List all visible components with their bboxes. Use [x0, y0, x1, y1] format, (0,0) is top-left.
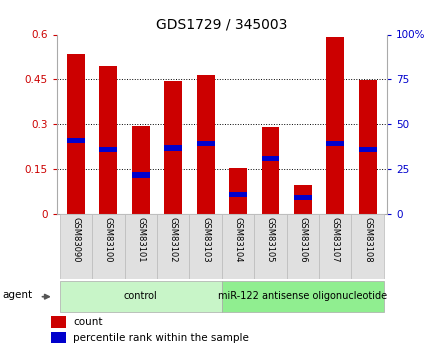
Bar [326, 141, 343, 146]
Text: GSM83103: GSM83103 [201, 217, 210, 263]
Bar [221, 281, 383, 312]
Bar [229, 168, 247, 214]
Bar [261, 127, 279, 214]
Bar [99, 66, 117, 214]
Bar [51, 332, 66, 344]
Bar [261, 156, 279, 161]
Text: GSM83105: GSM83105 [265, 217, 274, 263]
Text: GSM83090: GSM83090 [71, 217, 80, 263]
Bar [196, 141, 214, 146]
Bar [358, 80, 376, 214]
Bar [351, 214, 383, 279]
Bar [229, 192, 247, 197]
Bar [358, 147, 376, 152]
Bar [164, 81, 182, 214]
Bar [293, 195, 311, 200]
Text: percentile rank within the sample: percentile rank within the sample [73, 333, 248, 343]
Text: GSM83101: GSM83101 [136, 217, 145, 263]
Bar [67, 138, 85, 143]
Bar [124, 214, 157, 279]
Bar [67, 54, 85, 214]
Text: GSM83102: GSM83102 [168, 217, 178, 263]
Bar [99, 147, 117, 152]
Bar [254, 214, 286, 279]
Text: GSM83100: GSM83100 [104, 217, 113, 263]
Bar [92, 214, 124, 279]
Bar [326, 38, 343, 214]
Bar [51, 316, 66, 328]
Bar [132, 126, 149, 214]
Text: miR-122 antisense oligonucleotide: miR-122 antisense oligonucleotide [218, 291, 387, 301]
Bar [59, 281, 221, 312]
Text: control: control [124, 291, 158, 301]
Bar [132, 172, 149, 178]
Bar [221, 214, 254, 279]
Text: GSM83104: GSM83104 [233, 217, 242, 263]
Bar [189, 214, 221, 279]
Bar [293, 186, 311, 214]
Text: GSM83107: GSM83107 [330, 217, 339, 263]
Bar [319, 214, 351, 279]
Text: count: count [73, 317, 102, 327]
Text: GSM83108: GSM83108 [362, 217, 372, 263]
Text: agent: agent [3, 290, 33, 300]
Bar [59, 214, 92, 279]
Text: GSM83106: GSM83106 [298, 217, 307, 263]
Bar [196, 75, 214, 214]
Bar [164, 146, 182, 151]
Bar [157, 214, 189, 279]
Bar [286, 214, 319, 279]
Title: GDS1729 / 345003: GDS1729 / 345003 [156, 18, 287, 32]
